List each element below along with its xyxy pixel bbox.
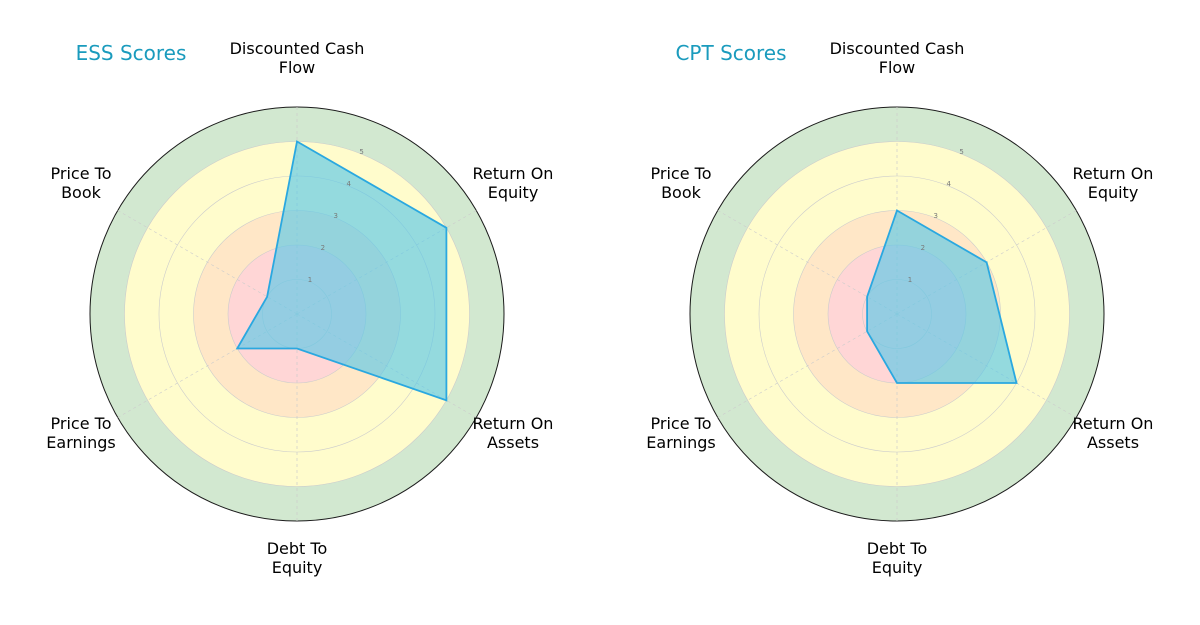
axis-label-4: Debt To Equity: [867, 539, 928, 577]
axis-label-3: Return On Assets: [473, 414, 554, 452]
spoke-6: [717, 210, 898, 315]
axis-label-2: Return On Equity: [1073, 164, 1154, 202]
axis-label-3: Return On Assets: [1073, 414, 1154, 452]
spoke-5: [117, 313, 298, 418]
axis-label-line: Earnings: [646, 433, 715, 452]
radial-tick-label: 1: [308, 276, 312, 284]
radial-tick-label: 2: [921, 244, 925, 252]
axis-label-4: Debt To Equity: [267, 539, 328, 577]
grid-ring-5: [724, 141, 1070, 487]
axis-label-line: Assets: [487, 433, 539, 452]
spoke-5: [717, 313, 898, 418]
radial-tick-label: 4: [946, 180, 951, 188]
axis-label-line: Book: [661, 183, 702, 202]
chart-title: CPT Scores: [675, 41, 786, 65]
radial-tick-label: 5: [359, 148, 363, 156]
axis-label-line: Return On: [473, 164, 554, 183]
axis-label-line: Equity: [872, 558, 923, 577]
axis-label-line: Debt To: [867, 539, 928, 558]
axis-label-5: Price To Earnings: [46, 414, 115, 452]
axis-label-line: Discounted Cash: [230, 39, 365, 58]
axis-label-line: Debt To: [267, 539, 328, 558]
radial-tick-label: 3: [334, 212, 338, 220]
axis-label-6: Price To Book: [651, 164, 712, 202]
axis-label-line: Return On: [473, 414, 554, 433]
axis-label-line: Price To: [51, 164, 112, 183]
axis-label-2: Return On Equity: [473, 164, 554, 202]
axis-label-5: Price To Earnings: [646, 414, 715, 452]
axis-label-line: Equity: [488, 183, 539, 202]
axis-label-line: Equity: [1088, 183, 1139, 202]
axis-label-line: Discounted Cash: [830, 39, 965, 58]
spoke-6: [117, 210, 298, 315]
axis-label-line: Price To: [651, 164, 712, 183]
radial-tick-label: 3: [934, 212, 938, 220]
axis-label-6: Price To Book: [51, 164, 112, 202]
chart-title: ESS Scores: [76, 41, 187, 65]
axis-label-line: Price To: [51, 414, 112, 433]
axis-label-line: Assets: [1087, 433, 1139, 452]
radial-tick-label: 4: [346, 180, 351, 188]
axis-label-line: Return On: [1073, 414, 1154, 433]
axis-label-1: Discounted Cash Flow: [830, 39, 965, 77]
radial-tick-label: 5: [959, 148, 963, 156]
axis-label-line: Book: [61, 183, 102, 202]
radial-tick-label: 2: [321, 244, 325, 252]
series-polygon: [235, 140, 448, 402]
series-polygon: [866, 209, 1018, 384]
axis-label-line: Earnings: [46, 433, 115, 452]
axis-label-line: Flow: [879, 58, 916, 77]
axis-label-line: Price To: [651, 414, 712, 433]
radial-tick-label: 1: [908, 276, 912, 284]
axis-label-line: Return On: [1073, 164, 1154, 183]
axis-label-1: Discounted Cash Flow: [230, 39, 365, 77]
axis-label-line: Equity: [272, 558, 323, 577]
axis-label-line: Flow: [279, 58, 316, 77]
